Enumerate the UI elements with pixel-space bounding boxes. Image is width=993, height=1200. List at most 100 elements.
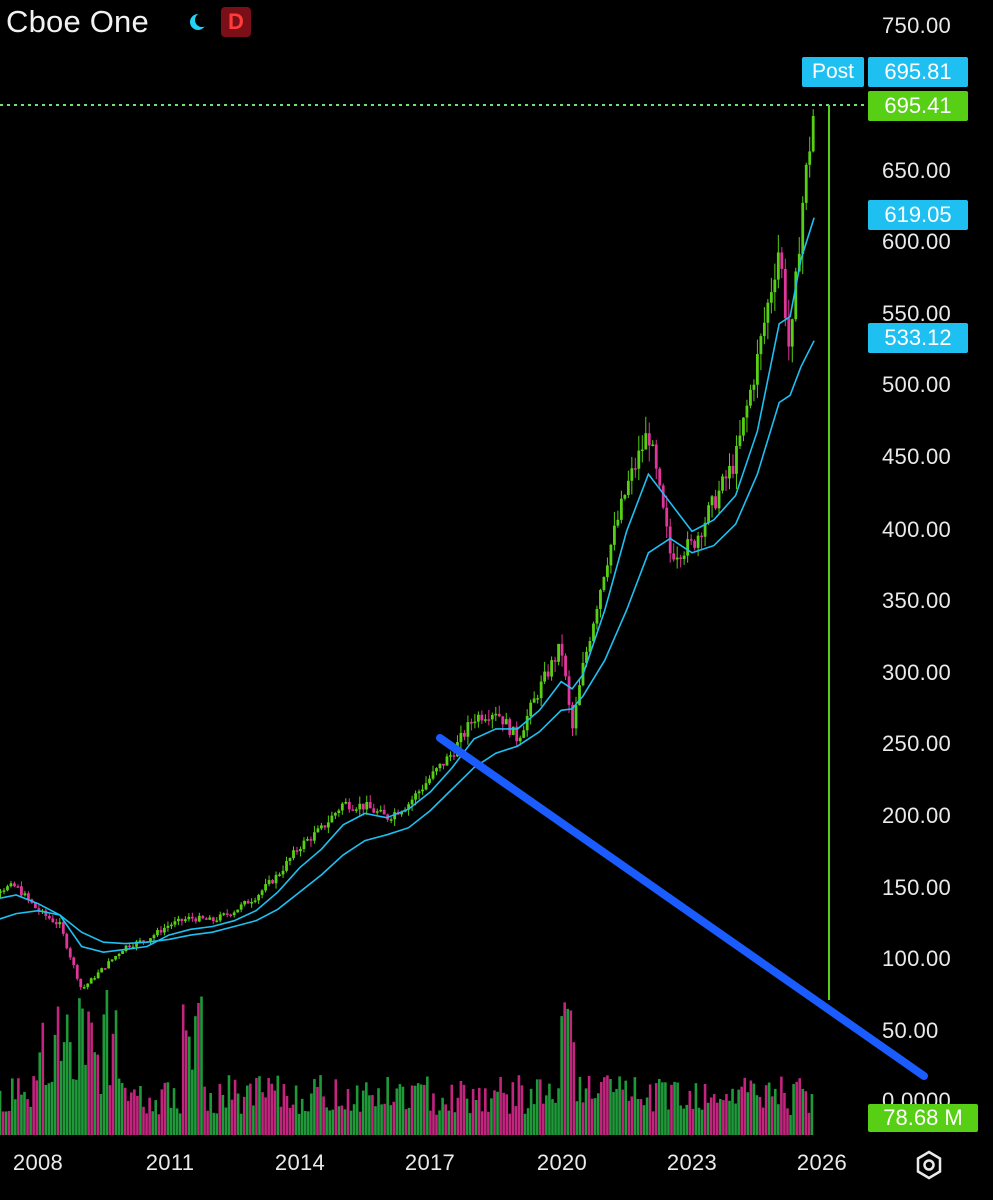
volume-bar xyxy=(770,1096,774,1135)
volume-bar xyxy=(294,1085,298,1135)
volume-bar xyxy=(117,1078,121,1135)
candle-down xyxy=(347,801,351,810)
candle-up xyxy=(490,714,494,720)
volume-bar xyxy=(621,1089,624,1135)
volume-bar xyxy=(474,1100,478,1135)
volume-bar xyxy=(719,1098,722,1135)
volume-bar xyxy=(35,1080,38,1135)
candle-up xyxy=(585,651,588,663)
candle-up xyxy=(306,839,309,841)
candle-up xyxy=(762,322,766,337)
volume-bar xyxy=(38,1052,42,1135)
candle-up xyxy=(107,961,111,969)
candle-up xyxy=(253,900,257,902)
volume-bar xyxy=(325,1107,328,1135)
volume-bar xyxy=(337,1106,341,1135)
volume-bar xyxy=(53,1034,57,1135)
candle-up xyxy=(522,730,526,738)
volume-bar xyxy=(78,998,81,1135)
candle-up xyxy=(703,522,707,537)
candle-down xyxy=(201,915,205,919)
candle-up xyxy=(606,565,609,578)
volume-bar xyxy=(615,1088,618,1135)
candle-up xyxy=(218,914,222,921)
volume-bar xyxy=(401,1086,405,1135)
candle-down xyxy=(180,918,184,922)
candle-up xyxy=(358,803,362,810)
candle-up xyxy=(630,468,634,481)
interval-badge[interactable]: D xyxy=(220,7,251,37)
volume-bar xyxy=(212,1112,216,1135)
volume-bar xyxy=(773,1088,777,1135)
candle-down xyxy=(211,917,215,922)
volume-bar xyxy=(737,1089,740,1135)
candle-down xyxy=(469,722,473,724)
candle-up xyxy=(149,938,152,942)
volume-bar xyxy=(374,1106,377,1135)
volume-bar xyxy=(661,1082,664,1135)
candle-up xyxy=(344,801,348,804)
volume-bar xyxy=(712,1094,716,1135)
volume-bar xyxy=(242,1096,246,1135)
volume-bar xyxy=(639,1099,643,1135)
gear-icon[interactable] xyxy=(914,1150,944,1180)
volume-bar xyxy=(44,1084,48,1135)
candle-down xyxy=(665,507,669,527)
volume-bar xyxy=(203,1086,206,1135)
candle-up xyxy=(428,778,431,784)
candle-down xyxy=(61,922,65,934)
candle-up xyxy=(326,822,330,828)
candle-up xyxy=(504,719,508,725)
candle-down xyxy=(65,933,69,949)
candle-down xyxy=(487,719,491,721)
candle-up xyxy=(431,771,435,779)
volume-bar xyxy=(471,1088,475,1135)
volume-bar xyxy=(413,1085,417,1135)
candle-down xyxy=(783,268,787,319)
candle-up xyxy=(599,590,602,610)
volume-bar xyxy=(551,1099,554,1135)
volume-bar xyxy=(221,1094,225,1135)
candle-down xyxy=(54,922,58,925)
candle-up xyxy=(766,302,770,323)
volume-bar xyxy=(658,1078,661,1135)
volume-bar xyxy=(41,1022,45,1135)
volume-bar xyxy=(62,1042,66,1135)
candle-down xyxy=(679,557,683,560)
volume-bar xyxy=(538,1079,542,1135)
price-tick: 100.00 xyxy=(882,946,952,971)
candle-down xyxy=(452,755,456,757)
candle-down xyxy=(647,433,651,446)
volume-bar xyxy=(145,1113,148,1135)
price-tick: 400.00 xyxy=(882,517,952,542)
symbol-title[interactable]: Cboe One xyxy=(6,4,149,39)
price-tick: 250.00 xyxy=(882,731,952,756)
candle-down xyxy=(368,801,372,809)
volume-bar xyxy=(789,1114,792,1135)
candle-up xyxy=(449,755,452,757)
candle-up xyxy=(539,681,543,699)
candle-down xyxy=(271,880,274,884)
volume-bar xyxy=(685,1104,689,1135)
volume-bar xyxy=(282,1084,286,1135)
price-tick: 200.00 xyxy=(882,803,952,828)
candle-up xyxy=(96,972,100,979)
volume-bar xyxy=(777,1104,780,1135)
candle-up xyxy=(215,920,219,922)
candle-up xyxy=(518,737,522,742)
volume-bar xyxy=(767,1082,771,1135)
candle-up xyxy=(536,698,540,700)
volume-bar xyxy=(642,1105,646,1135)
volume-bar xyxy=(377,1088,380,1135)
volume-bar xyxy=(563,1002,566,1135)
ma-fast-tag: 619.05 xyxy=(868,200,968,230)
candle-down xyxy=(27,893,30,900)
candle-up xyxy=(637,450,641,469)
drawn-trendline[interactable] xyxy=(436,734,928,1080)
volume-bar xyxy=(322,1096,325,1135)
crescent-moon-icon[interactable] xyxy=(185,9,211,35)
volume-bar xyxy=(593,1098,597,1135)
candle-up xyxy=(710,496,714,506)
candle-up xyxy=(264,884,267,891)
